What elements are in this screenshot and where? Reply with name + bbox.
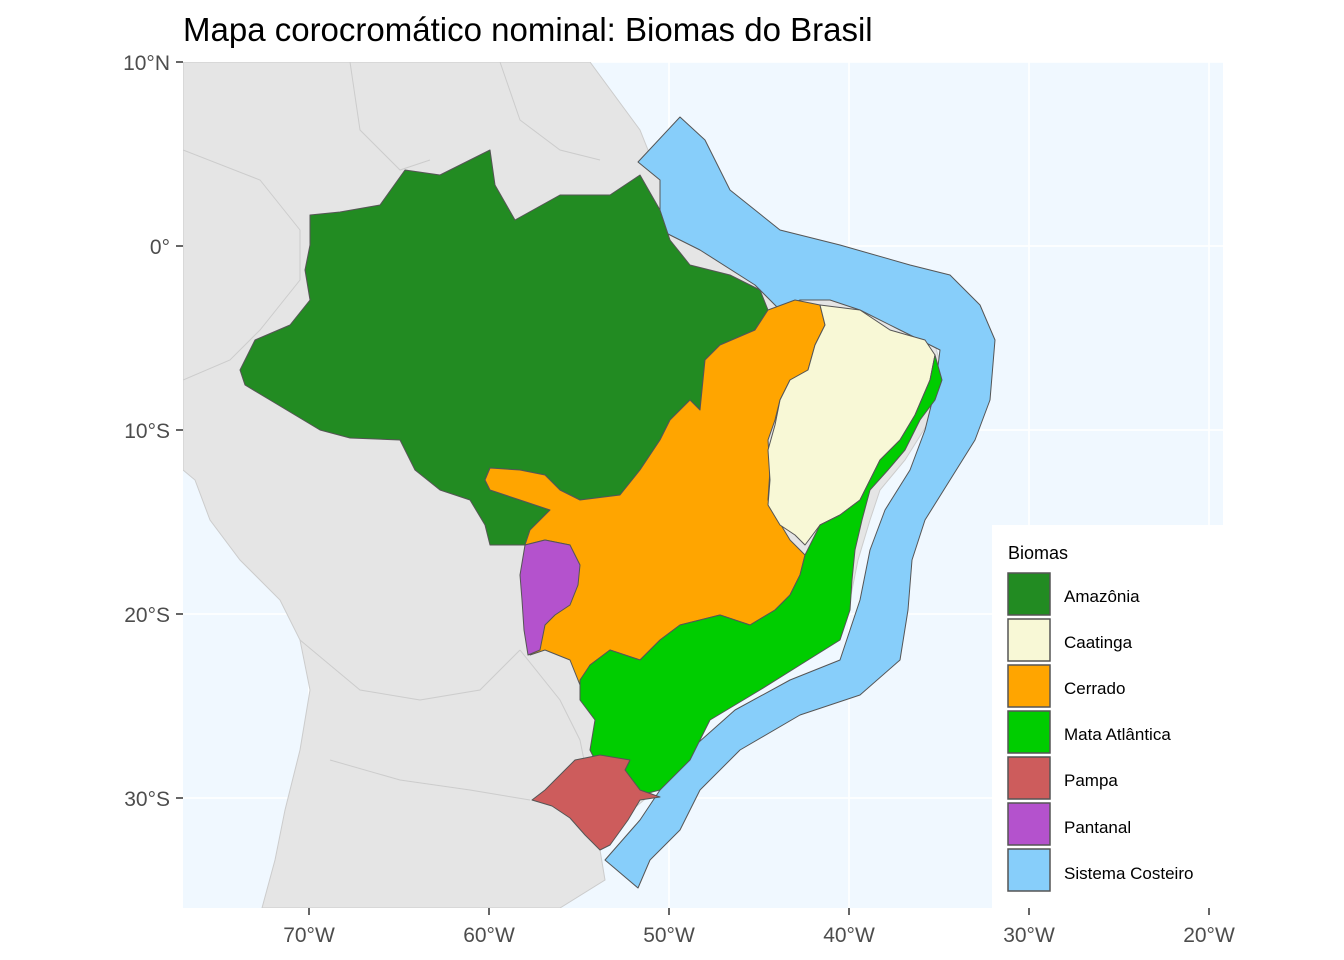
border-line bbox=[183, 149, 301, 381]
legend-key-pampa bbox=[1007, 756, 1051, 800]
x-tick-label-50w: 50°W bbox=[643, 924, 695, 947]
y-tick-label-10s: 10°S bbox=[124, 420, 170, 443]
legend-key-sistema-costeiro bbox=[1007, 848, 1051, 892]
legend-label-amazonia: Amazônia bbox=[1064, 587, 1140, 606]
x-tick-label-60w: 60°W bbox=[463, 924, 515, 947]
biome-mata-atlantica bbox=[579, 354, 943, 796]
legend-key-cerrado bbox=[1007, 664, 1051, 708]
legend-label-sistema-costeiro: Sistema Costeiro bbox=[1064, 864, 1193, 883]
biome-pantanal bbox=[519, 539, 581, 656]
biome-sistema-costeiro bbox=[604, 116, 996, 889]
legend-label-mata-atlantica: Mata Atlântica bbox=[1064, 725, 1171, 744]
x-tick-label-20w: 20°W bbox=[1183, 924, 1235, 947]
border-line bbox=[499, 62, 601, 161]
y-tick-label-0: 0° bbox=[150, 236, 170, 259]
border-line bbox=[299, 639, 521, 701]
legend-key-pantanal bbox=[1007, 802, 1051, 846]
y-tick-label-10n: 10°N bbox=[123, 52, 170, 75]
legend-key-amazonia bbox=[1007, 572, 1051, 616]
border-line bbox=[329, 759, 531, 801]
legend-key-caatinga bbox=[1007, 618, 1051, 662]
x-tick-label-40w: 40°W bbox=[823, 924, 875, 947]
legend-label-caatinga: Caatinga bbox=[1064, 633, 1133, 652]
legend: Biomas Amazônia Caatinga Cerrado Mata At… bbox=[992, 525, 1224, 908]
legend-label-pantanal: Pantanal bbox=[1064, 818, 1131, 837]
y-tick-label-20s: 20°S bbox=[124, 604, 170, 627]
border-line bbox=[349, 62, 431, 171]
x-tick-label-30w: 30°W bbox=[1003, 924, 1055, 947]
legend-title: Biomas bbox=[1008, 543, 1068, 563]
legend-label-cerrado: Cerrado bbox=[1064, 679, 1125, 698]
legend-key-mata-atlantica bbox=[1007, 710, 1051, 754]
map-title: Mapa corocromático nominal: Biomas do Br… bbox=[183, 11, 873, 48]
axis-ticks bbox=[176, 61, 1210, 915]
legend-label-pampa: Pampa bbox=[1064, 771, 1118, 790]
x-tick-label-70w: 70°W bbox=[283, 924, 335, 947]
y-tick-label-30s: 30°S bbox=[124, 788, 170, 811]
biome-pampa bbox=[531, 754, 661, 851]
